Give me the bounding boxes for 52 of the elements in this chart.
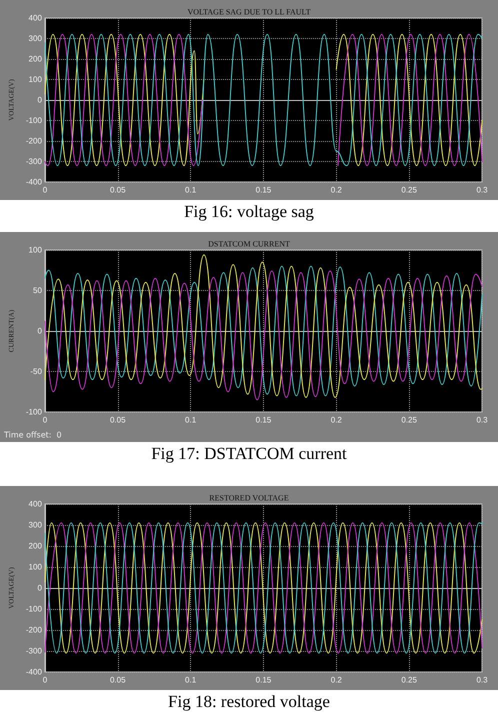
y-tick-label: -100 [26, 408, 42, 416]
y-tick-label: -300 [26, 157, 42, 166]
chart-title: DSTATCOM CURRENT [208, 240, 290, 248]
x-tick-label: 0.05 [110, 186, 126, 194]
y-tick-label: 50 [33, 286, 42, 295]
y-tick-label: -50 [30, 367, 42, 376]
x-tick-label: 0.3 [476, 416, 488, 424]
y-tick-label: 0 [37, 96, 42, 104]
x-tick-label: 0.1 [185, 416, 197, 424]
text: Time offset: 0 [3, 430, 62, 440]
caption: Fig 17: DSTATCOM current [150, 444, 348, 464]
y-tick-label: 0 [37, 326, 42, 336]
chart-title: VOLTAGE SAG DUE TO LL FAULT [187, 8, 311, 16]
x-tick-label: 0.15 [256, 416, 272, 424]
x-tick-label: 0 [42, 676, 48, 684]
x-tick-label: 0.2 [330, 416, 342, 424]
y-tick-label: 0 [37, 584, 42, 592]
y-tick-label: 200 [28, 542, 42, 550]
y-tick-label: -300 [26, 646, 42, 656]
y-tick-label: 300 [28, 34, 42, 43]
caption: Fig 16: voltage sag [183, 202, 315, 222]
x-tick-label: 0.1 [185, 676, 197, 684]
x-tick-label: 0.05 [110, 416, 126, 424]
y-tick-label: 300 [28, 520, 42, 530]
y-tick-label: 100 [28, 75, 42, 84]
y-tick-label: -200 [26, 626, 42, 634]
caption: Fig 18: restored voltage [167, 692, 331, 712]
x-tick-label: 0.25 [401, 676, 418, 684]
y-tick-label: -400 [26, 668, 42, 676]
line-series [44, 522, 482, 654]
y-tick-label: -200 [26, 136, 42, 146]
x-tick-label: 0.15 [256, 186, 272, 194]
x-tick-label: 0.3 [476, 186, 488, 194]
y-tick-label: 100 [28, 246, 42, 254]
chart-title: RESTORED VOLTAGE [209, 494, 289, 502]
y-tick-label: 400 [28, 14, 42, 22]
x-tick-label: 0 [42, 416, 48, 424]
x-tick-label: 0 [42, 186, 48, 194]
y-tick-label: -400 [26, 178, 42, 186]
y-tick-label: -100 [26, 116, 42, 125]
x-tick-label: 0.2 [330, 186, 342, 194]
y-tick-label: 400 [28, 500, 42, 508]
x-tick-label: 0.2 [330, 676, 342, 684]
x-tick-label: 0.15 [256, 676, 272, 684]
x-tick-label: 0.1 [185, 186, 197, 194]
x-tick-label: 0.3 [476, 676, 488, 684]
x-tick-label: 0.25 [401, 186, 418, 194]
x-tick-label: 0.05 [110, 676, 126, 684]
y-tick-label: 200 [28, 54, 42, 64]
x-tick-label: 0.25 [401, 416, 418, 424]
y-tick-label: 100 [28, 562, 42, 572]
y-tick-label: -100 [26, 604, 42, 614]
